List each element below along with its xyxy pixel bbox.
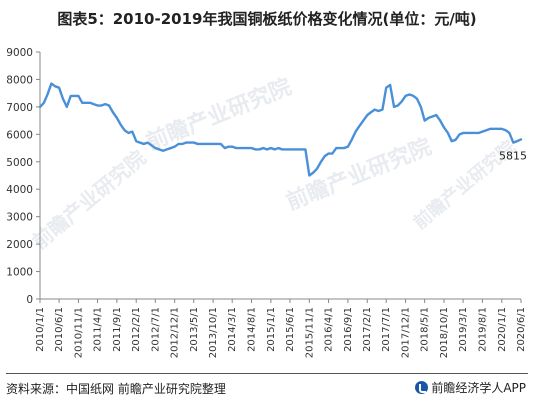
x-tick-label: 2018/5/1 bbox=[420, 307, 431, 352]
x-tick-label: 2019/8/1 bbox=[477, 307, 488, 352]
watermark-text: 前瞻产业研究院 bbox=[28, 145, 151, 253]
x-tick-label: 2018/10/1 bbox=[439, 307, 450, 358]
x-tick-label: 2016/4/1 bbox=[324, 307, 335, 352]
watermark-text: 前瞻产业研究院 bbox=[283, 134, 436, 216]
series-layer bbox=[38, 82, 523, 177]
y-tick-label: 0 bbox=[26, 294, 33, 306]
x-tick-label: 2010/1/1 bbox=[35, 307, 46, 352]
brand-text: 前瞻经济学人APP bbox=[431, 381, 526, 395]
footer-divider bbox=[6, 373, 528, 374]
x-tick-label: 2011/9/1 bbox=[112, 307, 123, 352]
y-axis: 0 1000 2000 3000 4000 5000 6000 7000 8000 9000 bbox=[6, 47, 41, 306]
x-tick-label: 2016/9/1 bbox=[343, 307, 354, 352]
chart-title: 图表5：2010-2019年我国铜板纸价格变化情况(单位：元/吨) bbox=[57, 10, 477, 28]
x-tick-label: 2013/10/1 bbox=[208, 307, 219, 358]
x-tick-label: 2014/8/1 bbox=[247, 307, 258, 352]
x-tick-label: 2012/12/1 bbox=[170, 307, 181, 358]
x-tick-label: 2012/2/1 bbox=[131, 307, 142, 352]
x-tick-label: 2017/7/1 bbox=[381, 307, 392, 352]
annotations: 5815 bbox=[499, 149, 527, 162]
x-tick-label: 2015/1/1 bbox=[266, 307, 277, 352]
x-tick-label: 2014/3/1 bbox=[227, 307, 238, 352]
price-line bbox=[38, 82, 523, 177]
y-tick-label: 4000 bbox=[6, 184, 33, 196]
y-tick-label: 2000 bbox=[6, 239, 33, 251]
source-note: 资料来源：中国纸网 前瞻产业研究院整理 bbox=[6, 382, 226, 396]
x-tick-label: 2017/2/1 bbox=[362, 307, 373, 352]
y-tick-label: 3000 bbox=[6, 212, 33, 224]
brand-logo-icon bbox=[415, 381, 429, 394]
x-tick-label: 2013/5/1 bbox=[189, 307, 200, 352]
x-tick-label: 2011/4/1 bbox=[93, 307, 104, 352]
y-tick-label: 9000 bbox=[6, 47, 33, 59]
x-tick-label: 2017/12/1 bbox=[401, 307, 412, 358]
y-tick-label: 6000 bbox=[6, 129, 33, 141]
x-tick-label: 2010/11/1 bbox=[73, 307, 84, 358]
x-tick-label: 2015/6/1 bbox=[285, 307, 296, 352]
x-tick-label: 2019/3/1 bbox=[458, 307, 469, 352]
y-tick-label: 5000 bbox=[6, 157, 33, 169]
y-tick-label: 7000 bbox=[6, 102, 33, 114]
data-label-last: 5815 bbox=[499, 149, 527, 162]
x-tick-label: 2020/1/1 bbox=[497, 307, 508, 352]
y-tick-label: 8000 bbox=[6, 74, 33, 86]
x-tick-label: 2015/11/1 bbox=[304, 307, 315, 358]
brand-label: 前瞻经济学人APP bbox=[415, 379, 526, 396]
x-tick-label: 2010/6/1 bbox=[54, 307, 65, 352]
x-tick-label: 2012/7/1 bbox=[150, 307, 161, 352]
y-tick-label: 1000 bbox=[6, 267, 33, 279]
x-axis: 2010/1/1 2010/6/1 2010/11/1 2011/4/1 2011/9/… bbox=[35, 298, 527, 358]
x-tick-label: 2020/6/1 bbox=[516, 307, 527, 352]
